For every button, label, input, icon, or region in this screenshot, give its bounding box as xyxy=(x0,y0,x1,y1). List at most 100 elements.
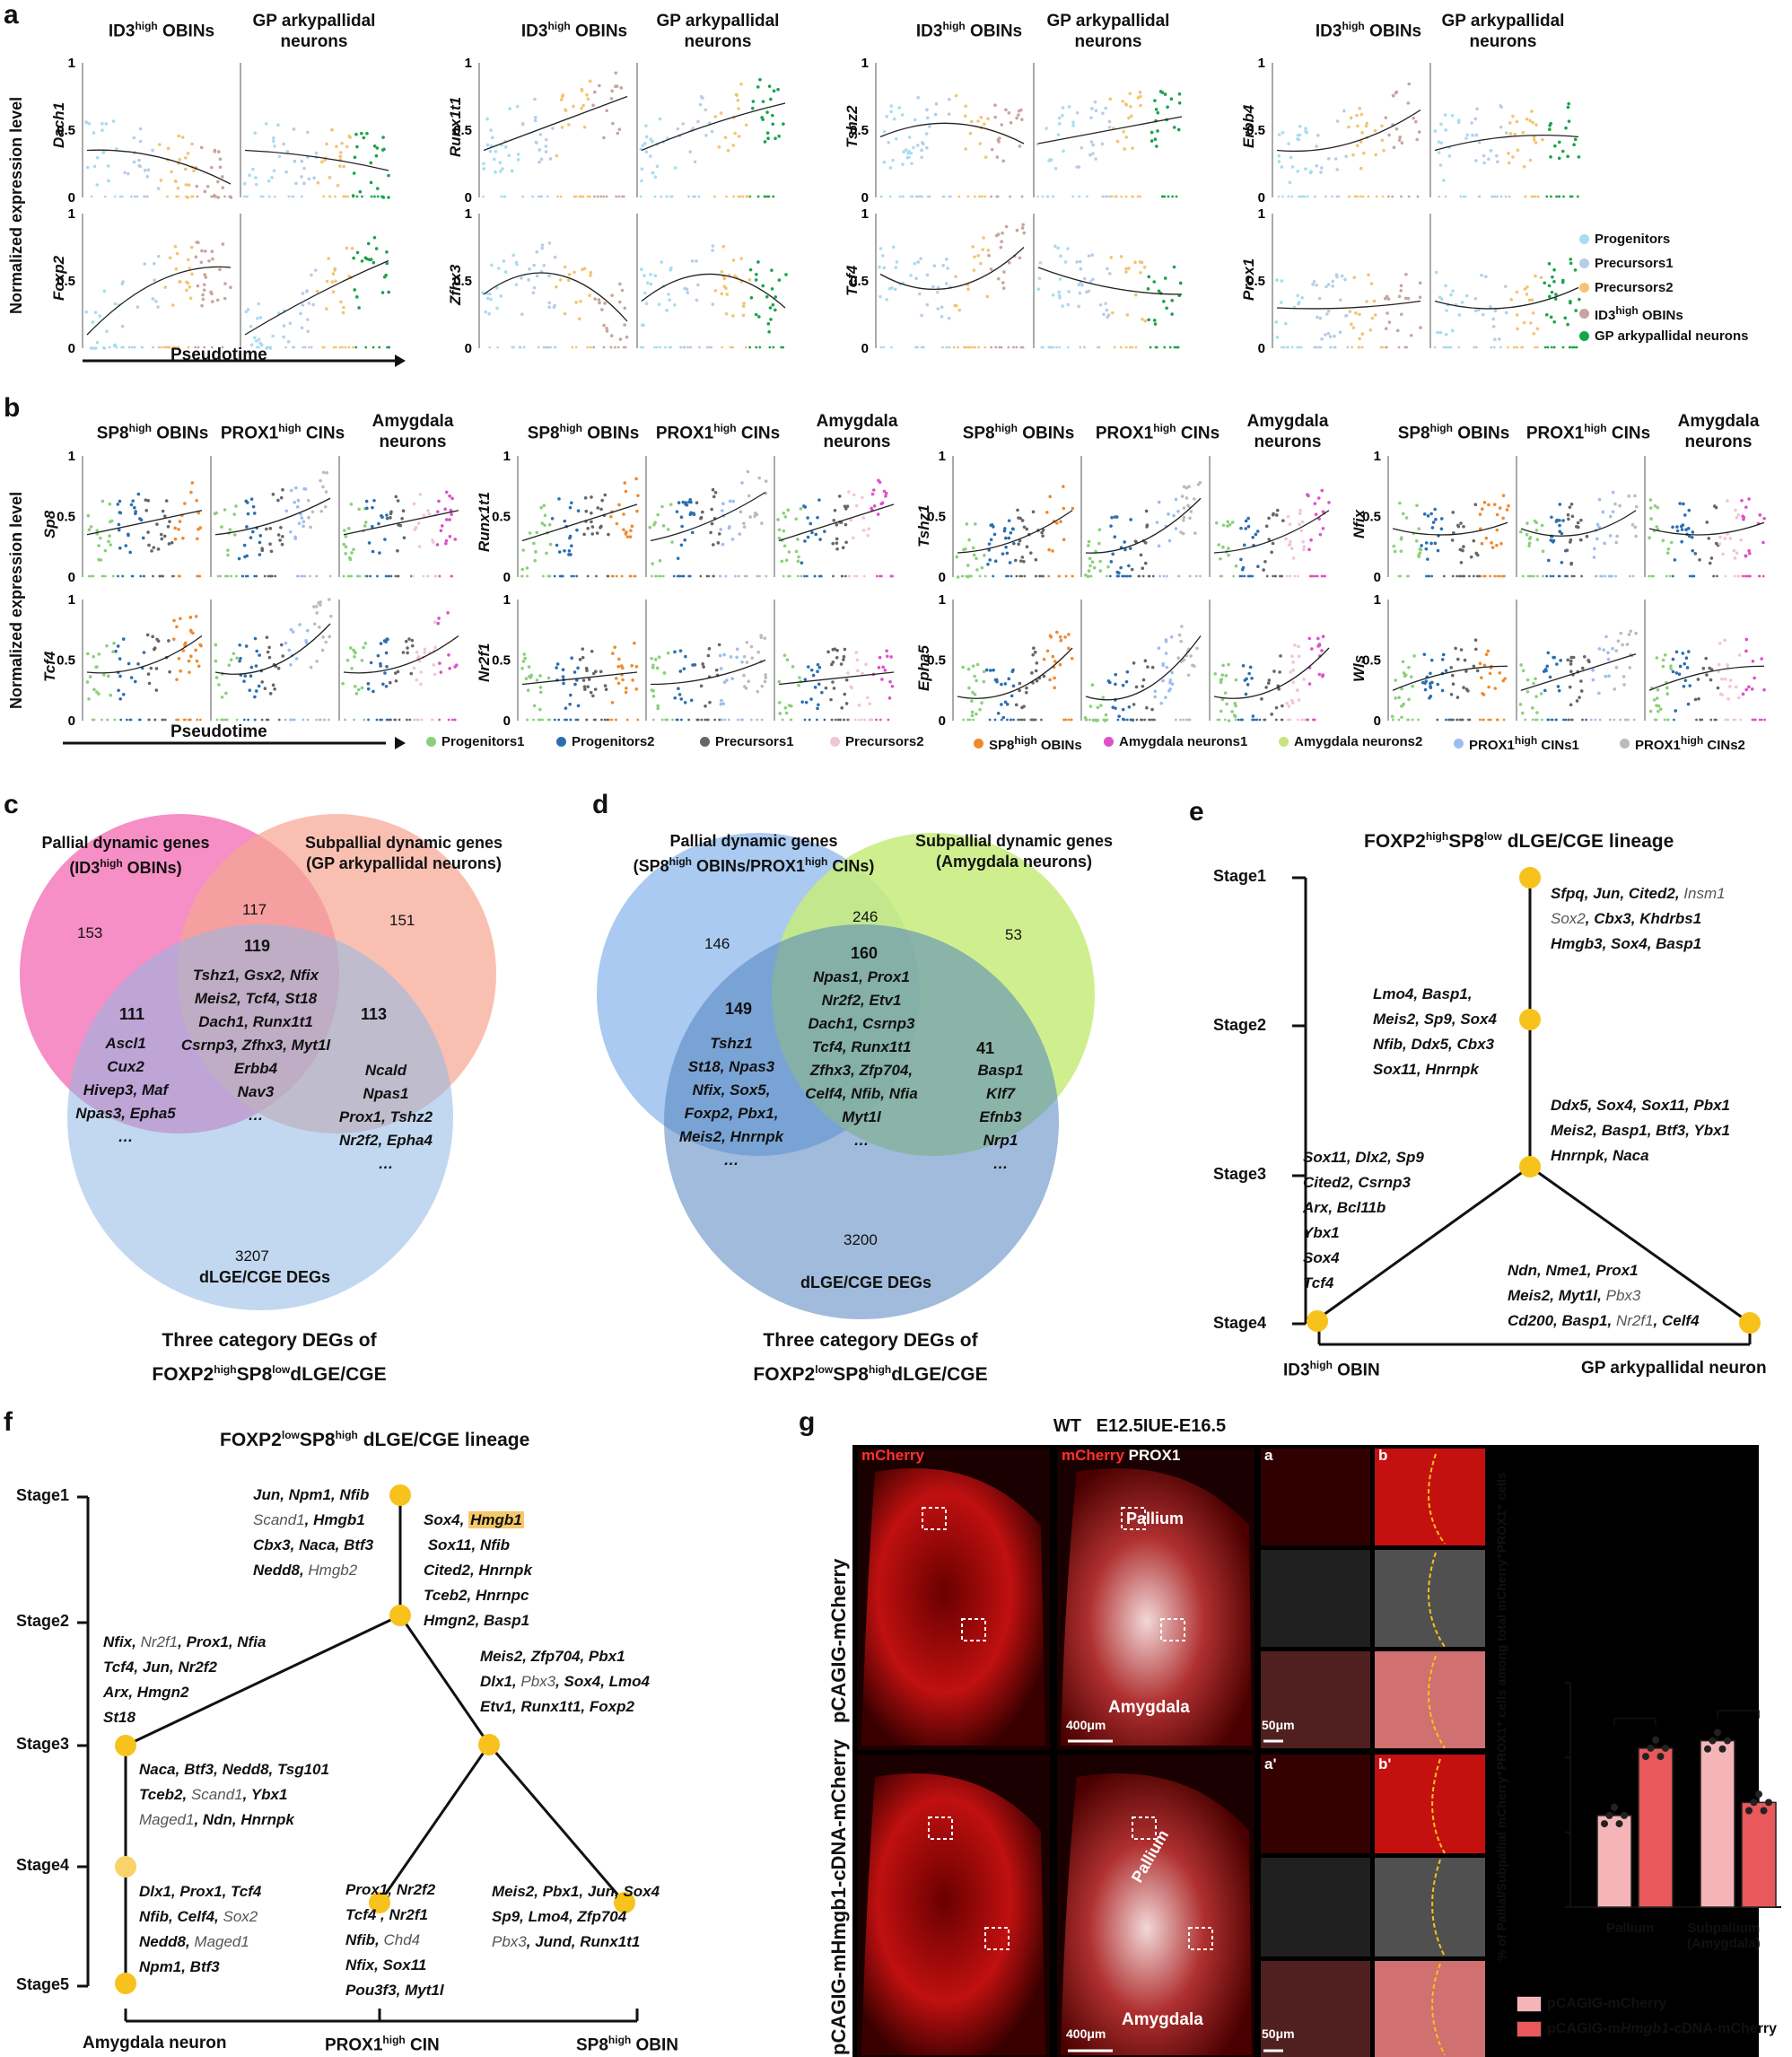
scatter-point xyxy=(116,503,120,506)
scatter-point xyxy=(254,339,258,343)
legend-a-1: Precursors1 xyxy=(1579,256,1674,271)
scatter-point xyxy=(660,260,664,264)
scatter-point xyxy=(1560,280,1565,284)
trend-curve xyxy=(641,102,786,152)
scatter-point xyxy=(739,257,743,260)
scatter-point xyxy=(252,512,257,515)
scatter-point xyxy=(385,261,389,266)
scatter-point xyxy=(563,265,567,269)
bar-datapoint xyxy=(1718,1745,1726,1753)
scatter-point xyxy=(380,291,385,294)
title-id3-obins-4: ID3high OBINs xyxy=(1315,20,1422,41)
scatter-point xyxy=(234,574,238,578)
scatter-point xyxy=(1296,133,1300,137)
scatter-point xyxy=(1439,122,1443,127)
scatter-point xyxy=(1399,284,1403,288)
scatter-point xyxy=(776,87,780,92)
scatter-point xyxy=(737,195,740,198)
scatter-point xyxy=(498,170,503,173)
scatter-point xyxy=(500,195,503,198)
scatter-point xyxy=(589,274,592,277)
scatter-point xyxy=(174,267,179,271)
scatter-point xyxy=(913,118,917,122)
scatter-point xyxy=(1346,346,1350,349)
scatter-point xyxy=(1575,346,1578,349)
scatter-point xyxy=(146,195,149,198)
scatter-point xyxy=(1315,144,1318,148)
scatter-point xyxy=(1097,346,1099,349)
scatter-point xyxy=(276,498,280,503)
scatter-point xyxy=(1367,273,1370,277)
scatter-point xyxy=(196,195,199,198)
scatter-point xyxy=(1154,346,1158,349)
scatter-point xyxy=(581,103,585,108)
scatter-point xyxy=(946,267,949,270)
scatter-point xyxy=(190,195,193,198)
scatter-point xyxy=(199,260,204,265)
scatter-point xyxy=(990,195,992,198)
scatter-point xyxy=(180,136,185,139)
scatter-point xyxy=(84,310,89,314)
scatter-point xyxy=(771,122,775,127)
scatter-point xyxy=(777,134,781,138)
scatter-point xyxy=(537,346,540,349)
scatter-point xyxy=(1107,126,1112,129)
scatter-point xyxy=(1090,253,1095,257)
scatter-point xyxy=(580,87,584,92)
scatter-point xyxy=(156,254,161,258)
scatter-point xyxy=(202,283,206,287)
scatter-point xyxy=(1437,140,1441,144)
scatter-point xyxy=(223,508,227,512)
scatter-point xyxy=(1551,275,1554,279)
scatter-point xyxy=(1464,293,1469,298)
scatter-point xyxy=(889,109,893,114)
scatter-point xyxy=(120,324,125,328)
scatter-point xyxy=(205,185,210,188)
scatter-point xyxy=(355,195,359,198)
scatter-point xyxy=(1534,274,1537,278)
scatter-point xyxy=(146,530,150,534)
bar-datapoint xyxy=(1647,1744,1655,1752)
scatter-point xyxy=(983,346,987,349)
scatter-point xyxy=(192,169,196,173)
scatter-point xyxy=(1051,293,1055,297)
scatter-point xyxy=(1534,141,1538,144)
scatter-a-1-obin: 10.50 xyxy=(57,206,232,356)
scatter-point xyxy=(1011,346,1015,349)
trend-curve xyxy=(483,272,628,322)
scatter-point xyxy=(1513,132,1517,136)
scatter-point xyxy=(159,179,163,182)
scatter-point xyxy=(488,346,492,349)
scatter-point xyxy=(605,195,608,198)
scatter-point xyxy=(936,290,940,294)
legend-dot xyxy=(1579,331,1589,341)
scatter-point xyxy=(1553,144,1557,148)
scatter-point xyxy=(258,316,263,319)
scatter-point xyxy=(166,524,170,529)
scatter-point xyxy=(313,268,318,272)
scatter-point xyxy=(1331,195,1333,198)
scatter-point xyxy=(308,346,310,349)
scatter-point xyxy=(772,195,775,198)
scatter-point xyxy=(580,106,583,110)
bar-1-1 xyxy=(1741,1801,1777,1908)
scatter-point xyxy=(1162,300,1166,303)
scatter-point xyxy=(1000,123,1004,127)
scatter-point xyxy=(1057,290,1061,294)
scatter-point xyxy=(1075,260,1079,264)
scatter-point xyxy=(1351,326,1356,329)
scatter-point xyxy=(162,514,167,519)
scatter-point xyxy=(649,154,652,158)
scatter-point xyxy=(1124,136,1129,139)
scatter-point xyxy=(271,334,275,338)
scatter-point xyxy=(113,195,117,198)
scatter-point xyxy=(1077,304,1081,309)
scatter-point xyxy=(218,157,223,162)
scatter-point xyxy=(934,102,939,106)
scatter-point xyxy=(294,486,298,490)
scatter-point xyxy=(1355,113,1359,118)
scatter-point xyxy=(216,150,221,153)
scatter-point xyxy=(1297,137,1301,142)
scatter-point xyxy=(932,264,937,267)
